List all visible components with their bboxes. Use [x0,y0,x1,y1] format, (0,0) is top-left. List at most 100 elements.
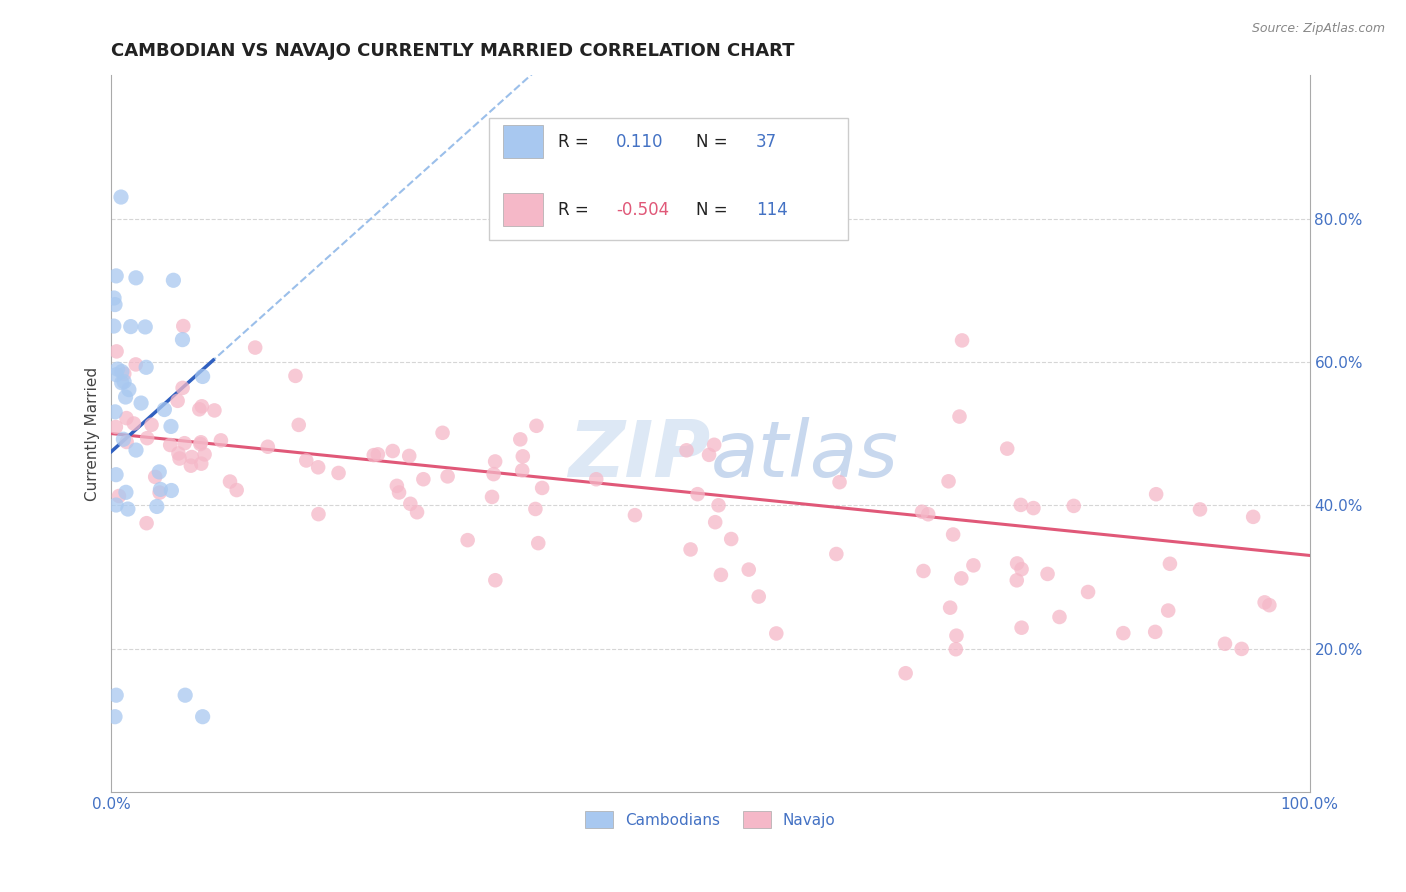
Point [115,411,138,425]
Point [103,291,125,305]
Legend: Cambodians, Navajo: Cambodians, Navajo [579,805,842,835]
Point [167,446,190,460]
Point [105,344,128,359]
Point [1077,585,1099,599]
Point [219,475,242,489]
Point [398,449,420,463]
Point [160,483,183,498]
Point [1159,557,1181,571]
Point [962,558,984,573]
Point [194,447,217,461]
Point [112,367,135,381]
Point [1022,501,1045,516]
Point [180,450,202,464]
Point [917,508,939,522]
Text: Source: ZipAtlas.com: Source: ZipAtlas.com [1251,22,1385,36]
FancyBboxPatch shape [503,194,543,226]
Point [287,417,309,432]
Point [149,485,172,500]
Point [1144,487,1167,501]
Point [939,600,962,615]
Point [1157,603,1180,617]
Point [146,500,169,514]
Point [129,396,152,410]
Point [481,490,503,504]
Point [118,383,141,397]
Point [180,458,202,473]
FancyBboxPatch shape [489,119,848,240]
Point [707,498,730,512]
Point [510,463,533,477]
Point [1144,624,1167,639]
Point [482,467,505,482]
FancyBboxPatch shape [503,126,543,158]
Point [105,688,128,702]
Point [209,434,232,448]
Point [388,485,411,500]
Point [950,571,973,585]
Text: -0.504: -0.504 [616,201,669,219]
Point [524,502,547,516]
Point [457,533,479,548]
Point [1241,509,1264,524]
Text: R =: R = [558,201,589,219]
Point [169,451,191,466]
Point [1188,502,1211,516]
Text: R =: R = [558,133,589,151]
Point [738,563,761,577]
Point [105,498,128,512]
Point [191,709,214,723]
Point [307,460,329,475]
Point [710,567,733,582]
Point [159,438,181,452]
Point [1258,598,1281,612]
Point [256,440,278,454]
Point [828,475,851,490]
Point [122,417,145,431]
Text: 37: 37 [756,133,778,151]
Point [995,442,1018,456]
Point [160,419,183,434]
Point [173,436,195,450]
Point [105,268,128,283]
Text: ZIP: ZIP [568,417,710,493]
Point [188,402,211,417]
Point [204,403,226,417]
Point [143,470,166,484]
Point [153,402,176,417]
Point [1063,499,1085,513]
Point [1049,610,1071,624]
Point [191,400,214,414]
Point [1213,637,1236,651]
Point [104,420,127,434]
Point [112,432,135,446]
Point [1011,562,1033,576]
Point [432,425,454,440]
Text: 0.110: 0.110 [616,133,664,151]
Text: 114: 114 [756,201,787,219]
Point [406,505,429,519]
Point [942,527,965,541]
Point [675,443,697,458]
Point [190,457,212,471]
Point [509,433,531,447]
Point [136,431,159,445]
Point [191,369,214,384]
Point [950,334,973,348]
Point [120,319,142,334]
Point [295,453,318,467]
Point [104,297,127,311]
Point [148,465,170,479]
Point [703,438,725,452]
Point [162,273,184,287]
Point [125,443,148,458]
Point [110,190,132,204]
Point [172,319,194,334]
Point [108,489,131,503]
Point [166,393,188,408]
Text: CAMBODIAN VS NAVAJO CURRENTLY MARRIED CORRELATION CHART: CAMBODIAN VS NAVAJO CURRENTLY MARRIED CO… [111,42,794,60]
Point [112,375,135,389]
Point [527,536,550,550]
Point [512,450,534,464]
Point [697,448,720,462]
